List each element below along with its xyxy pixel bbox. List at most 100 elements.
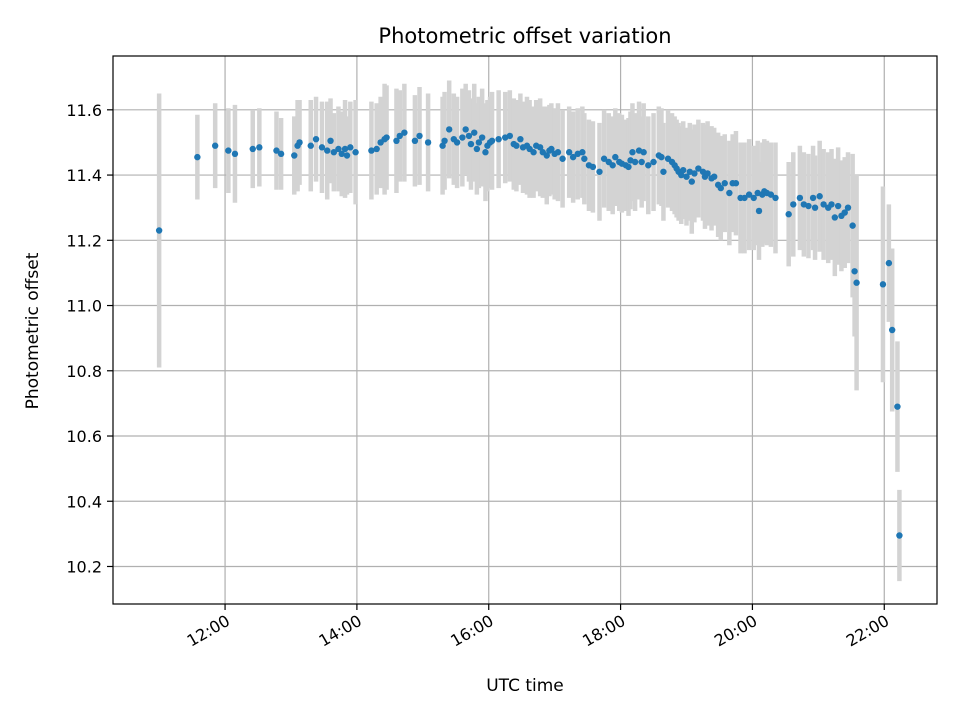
plot-area-frame	[112, 55, 938, 605]
data-point	[688, 178, 695, 185]
data-point	[467, 140, 475, 148]
data-point	[559, 155, 566, 162]
data-point	[330, 149, 338, 156]
data-point	[327, 137, 334, 145]
data-point	[495, 135, 502, 143]
data-point	[816, 193, 823, 200]
data-point	[790, 201, 797, 208]
y-axis-title: Photometric offset	[23, 252, 43, 409]
data-point	[596, 168, 603, 175]
data-point	[844, 204, 852, 211]
data-point	[600, 155, 608, 162]
data-point	[393, 137, 400, 145]
data-point	[155, 227, 163, 234]
data-point	[296, 139, 303, 146]
data-point	[609, 162, 616, 169]
data-point	[211, 142, 219, 149]
chart-title: Photometric offset variation	[378, 24, 671, 48]
data-point	[396, 132, 403, 140]
y-tick-label: 11.6	[66, 101, 102, 120]
data-point	[772, 194, 779, 202]
data-point	[680, 166, 687, 174]
y-tick-label: 11.0	[66, 297, 102, 316]
data-point	[324, 147, 331, 154]
data-point	[820, 201, 827, 208]
data-point	[424, 139, 432, 146]
data-point	[291, 152, 298, 159]
data-point	[678, 171, 685, 179]
data-point	[645, 162, 652, 169]
y-tick-label: 10.8	[66, 362, 102, 381]
data-points	[155, 126, 903, 539]
data-point	[318, 144, 326, 151]
data-point	[383, 134, 390, 141]
data-point	[896, 532, 903, 539]
data-point	[462, 126, 469, 133]
data-point	[536, 144, 544, 151]
data-point	[691, 170, 698, 177]
data-point	[710, 173, 718, 180]
data-point	[471, 129, 478, 136]
data-point	[704, 170, 711, 177]
data-point	[225, 147, 232, 154]
data-point	[530, 149, 537, 156]
data-point	[273, 147, 280, 154]
y-tick-label: 10.2	[66, 557, 102, 576]
data-point	[401, 129, 408, 136]
data-point	[439, 142, 446, 149]
data-point	[612, 153, 619, 161]
data-point	[796, 194, 804, 202]
data-point	[658, 153, 665, 161]
data-point	[312, 135, 320, 143]
data-point	[805, 202, 812, 210]
y-tick-label: 10.4	[66, 492, 102, 511]
data-point	[879, 281, 887, 288]
data-point	[581, 155, 588, 162]
data-point	[745, 191, 753, 198]
data-point	[513, 142, 520, 149]
data-point	[517, 135, 524, 143]
data-point	[277, 150, 285, 158]
data-point	[459, 134, 466, 141]
y-tick-label: 11.2	[66, 231, 102, 250]
data-point	[411, 137, 419, 145]
data-point	[849, 222, 856, 229]
data-point	[341, 145, 349, 153]
data-point	[809, 194, 817, 202]
data-point	[565, 149, 573, 156]
data-point	[368, 147, 375, 154]
data-point	[650, 158, 657, 166]
data-point	[741, 194, 748, 202]
data-point	[695, 165, 702, 172]
data-point	[554, 149, 562, 156]
data-point	[631, 158, 639, 166]
data-point	[853, 279, 860, 286]
data-point	[256, 144, 263, 151]
data-point	[660, 168, 667, 175]
data-point	[785, 211, 792, 218]
data-point	[352, 149, 359, 156]
data-point	[638, 158, 645, 166]
data-point	[465, 132, 473, 140]
data-point	[453, 139, 461, 146]
data-point	[373, 145, 380, 153]
data-point	[831, 214, 839, 221]
data-point	[478, 134, 486, 141]
data-point	[629, 149, 636, 156]
data-point	[888, 326, 896, 334]
data-point	[640, 149, 647, 156]
data-point	[548, 145, 555, 153]
data-point	[307, 142, 314, 149]
data-point	[488, 137, 496, 145]
data-point	[750, 194, 757, 202]
data-point	[194, 153, 201, 161]
data-point	[416, 132, 423, 140]
data-point	[851, 268, 858, 275]
data-point	[894, 403, 901, 410]
data-point	[683, 173, 690, 180]
data-point	[625, 163, 632, 171]
data-point	[726, 189, 733, 197]
data-point	[755, 207, 763, 215]
data-point	[569, 153, 577, 161]
